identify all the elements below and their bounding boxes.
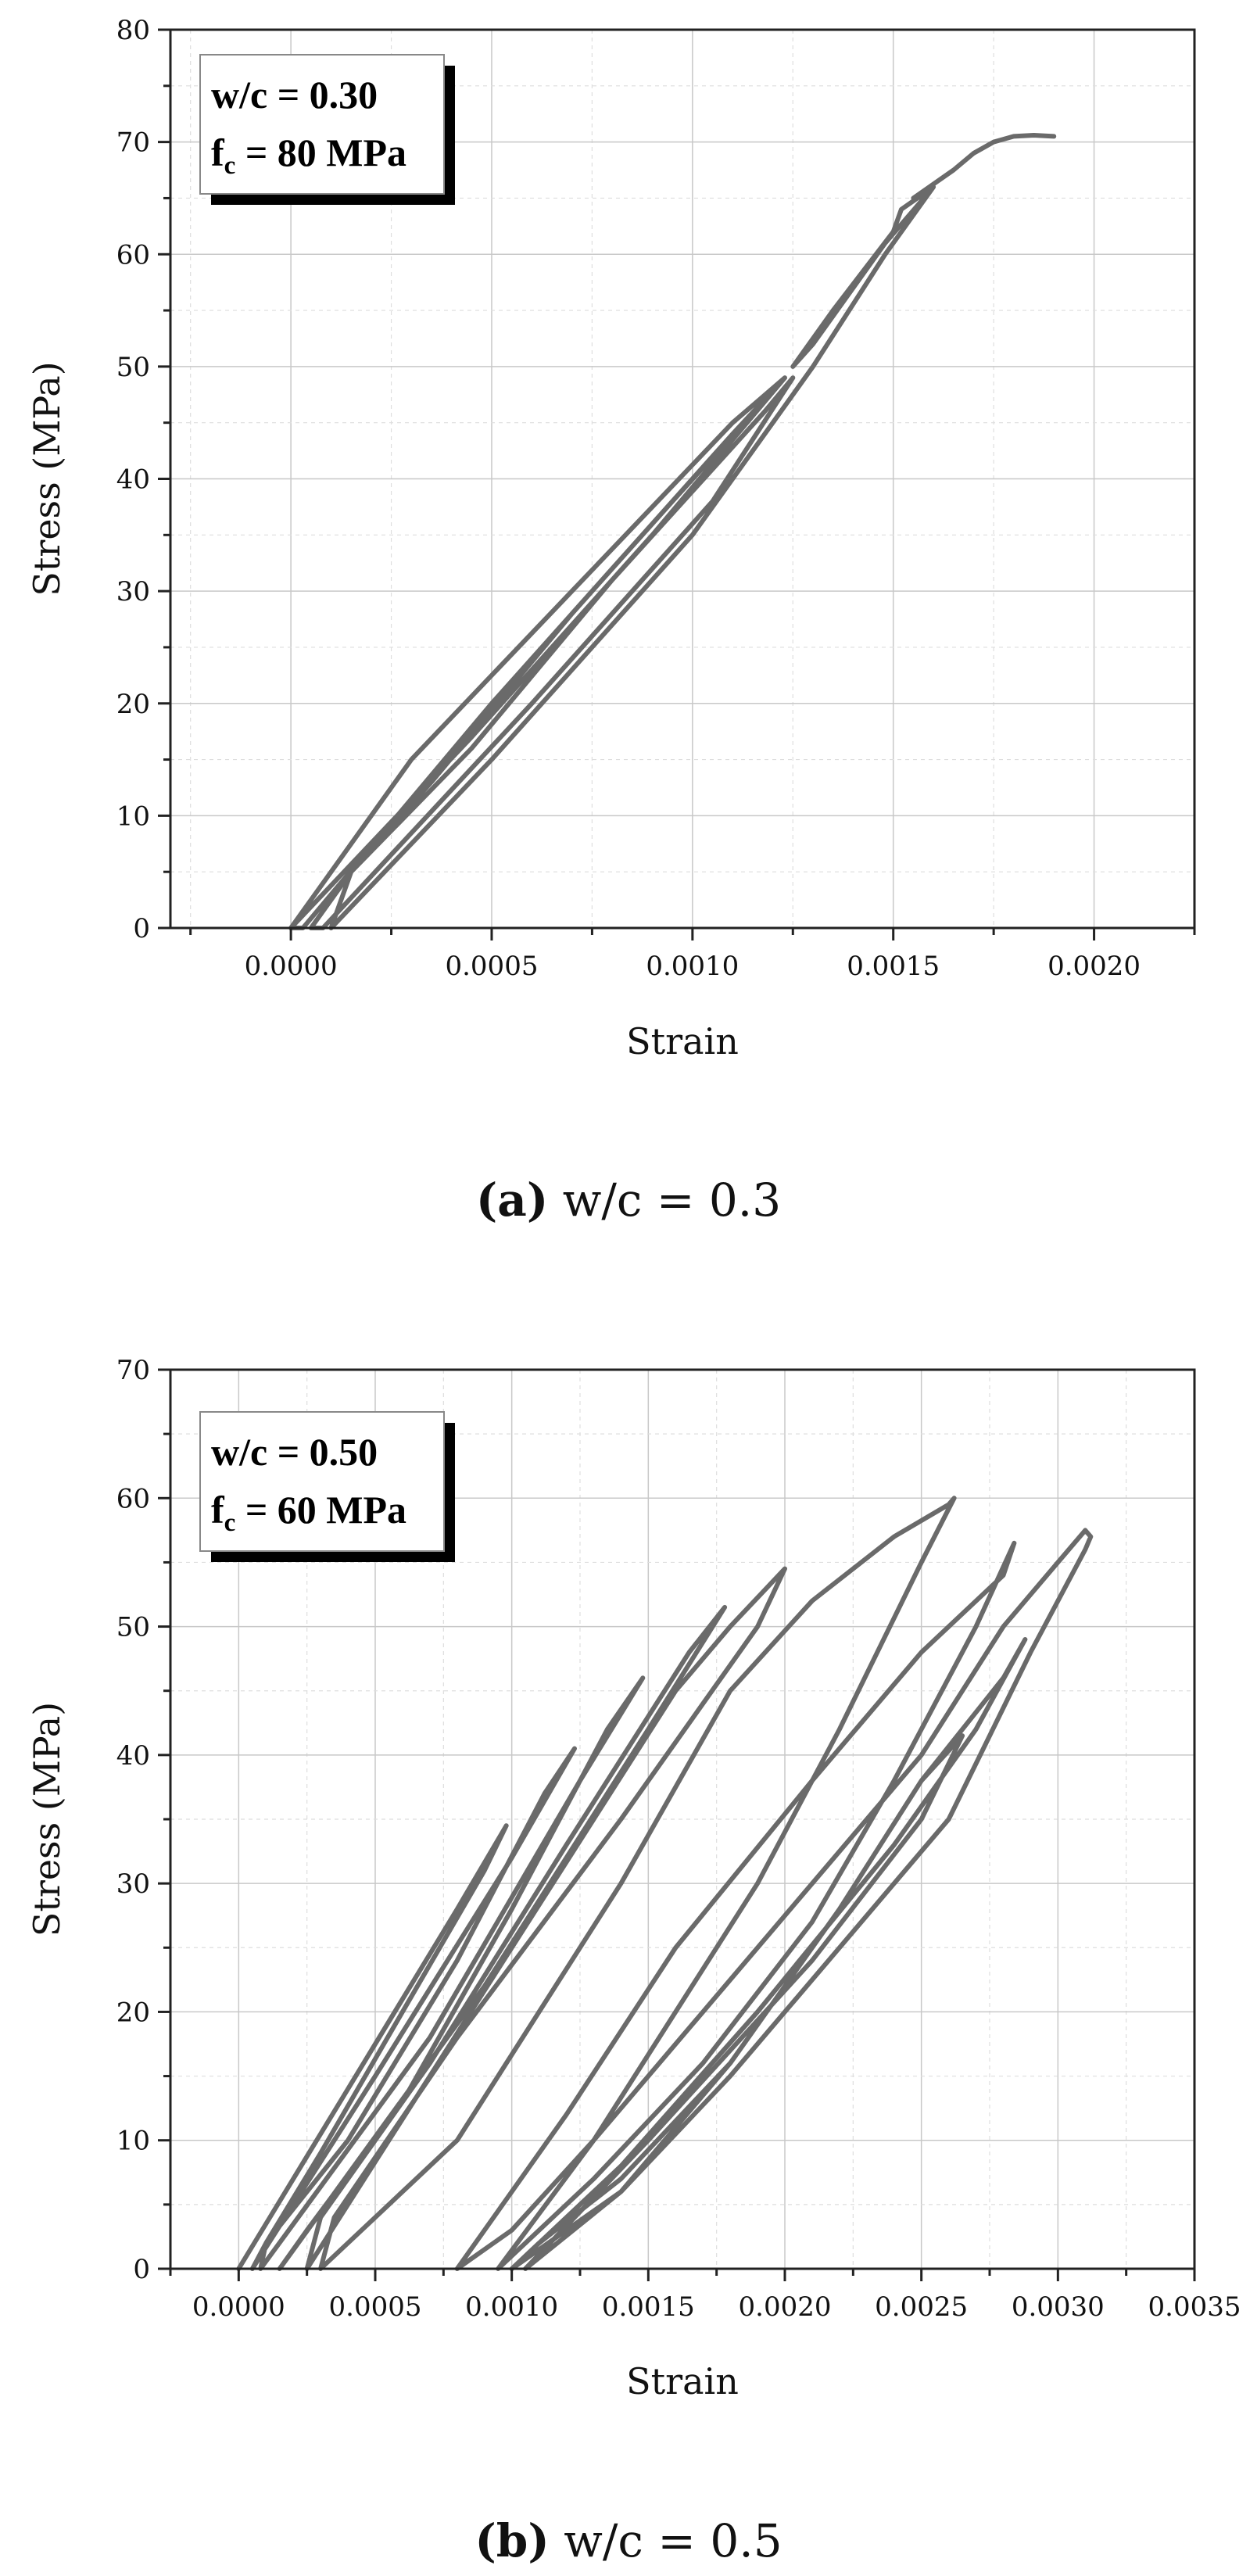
x-tick-label: 0.0035 (1148, 2291, 1241, 2323)
series-layer (236, 1496, 1094, 2271)
y-tick-label: 30 (116, 576, 150, 607)
y-tick-label: 20 (116, 1997, 150, 2028)
y-tick-label: 40 (116, 1740, 150, 1772)
x-tick-label: 0.0020 (739, 2291, 832, 2323)
annotation-line-1: w/c = 0.30 (211, 73, 378, 116)
y-tick-label: 0 (133, 913, 150, 944)
gridlines (170, 1369, 1195, 2270)
axis-ticks (158, 28, 1196, 940)
annotation-box: w/c = 0.50 fc = 60 MPa (199, 1411, 455, 1562)
x-tick-label: 0.0015 (602, 2291, 695, 2323)
tick-labels: 0.0000 0.0005 0.0010 0.0015 0.0020 0.0025 0.00… (116, 1355, 1241, 2323)
y-axis-title: Stress (MPa) (26, 1702, 68, 1936)
x-axis-title: Strain (626, 1020, 739, 1062)
y-tick-label: 60 (116, 239, 150, 270)
x-tick-label: 0.0025 (875, 2291, 968, 2323)
y-tick-label: 50 (116, 1612, 150, 1643)
x-axis-title: Strain (626, 2360, 739, 2402)
x-tick-label: 0.0015 (847, 951, 940, 982)
chart-panel-a: 0.0000 0.0005 0.0010 0.0015 0.0020 0 10 20 30 40 5… (26, 15, 1196, 1227)
y-tick-label: 70 (116, 1355, 150, 1386)
y-tick-label: 10 (116, 801, 150, 832)
y-tick-label: 20 (116, 689, 150, 720)
x-tick-label: 0.0005 (329, 2291, 422, 2323)
y-axis-title: Stress (MPa) (26, 361, 68, 596)
x-tick-label: 0.0000 (192, 2291, 285, 2323)
y-tick-label: 60 (116, 1483, 150, 1514)
x-tick-label: 0.0000 (245, 951, 338, 982)
x-tick-label: 0.0020 (1048, 951, 1141, 982)
panel-caption: (b) w/c = 0.5 (475, 2514, 782, 2567)
series-layer (288, 133, 1057, 930)
y-tick-label: 30 (116, 1868, 150, 1900)
x-tick-label: 0.0010 (465, 2291, 558, 2323)
y-tick-label: 70 (116, 127, 150, 159)
y-tick-label: 10 (116, 2126, 150, 2157)
x-tick-label: 0.0030 (1012, 2291, 1105, 2323)
y-tick-label: 40 (116, 464, 150, 496)
y-tick-label: 80 (116, 15, 150, 46)
annotation-line-2: fc = 80 MPa (211, 131, 406, 180)
axis-ticks (158, 1368, 1196, 2281)
x-tick-label: 0.0010 (646, 951, 739, 982)
chart-panel-b: 0.0000 0.0005 0.0010 0.0015 0.0020 0.0025 0.00… (26, 1355, 1241, 2567)
annotation-box: w/c = 0.30 fc = 80 MPa (199, 54, 455, 205)
annotation-line-1: w/c = 0.50 (211, 1430, 378, 1474)
x-tick-label: 0.0005 (445, 951, 538, 982)
y-tick-label: 0 (133, 2254, 150, 2285)
tick-labels: 0.0000 0.0005 0.0010 0.0015 0.0020 0 10 20 30 40 5… (116, 15, 1141, 982)
annotation-line-2: fc = 60 MPa (211, 1488, 406, 1537)
panel-caption: (a) w/c = 0.3 (476, 1173, 781, 1227)
series-line (236, 1496, 1094, 2271)
series-line (288, 133, 1057, 930)
y-tick-label: 50 (116, 352, 150, 383)
